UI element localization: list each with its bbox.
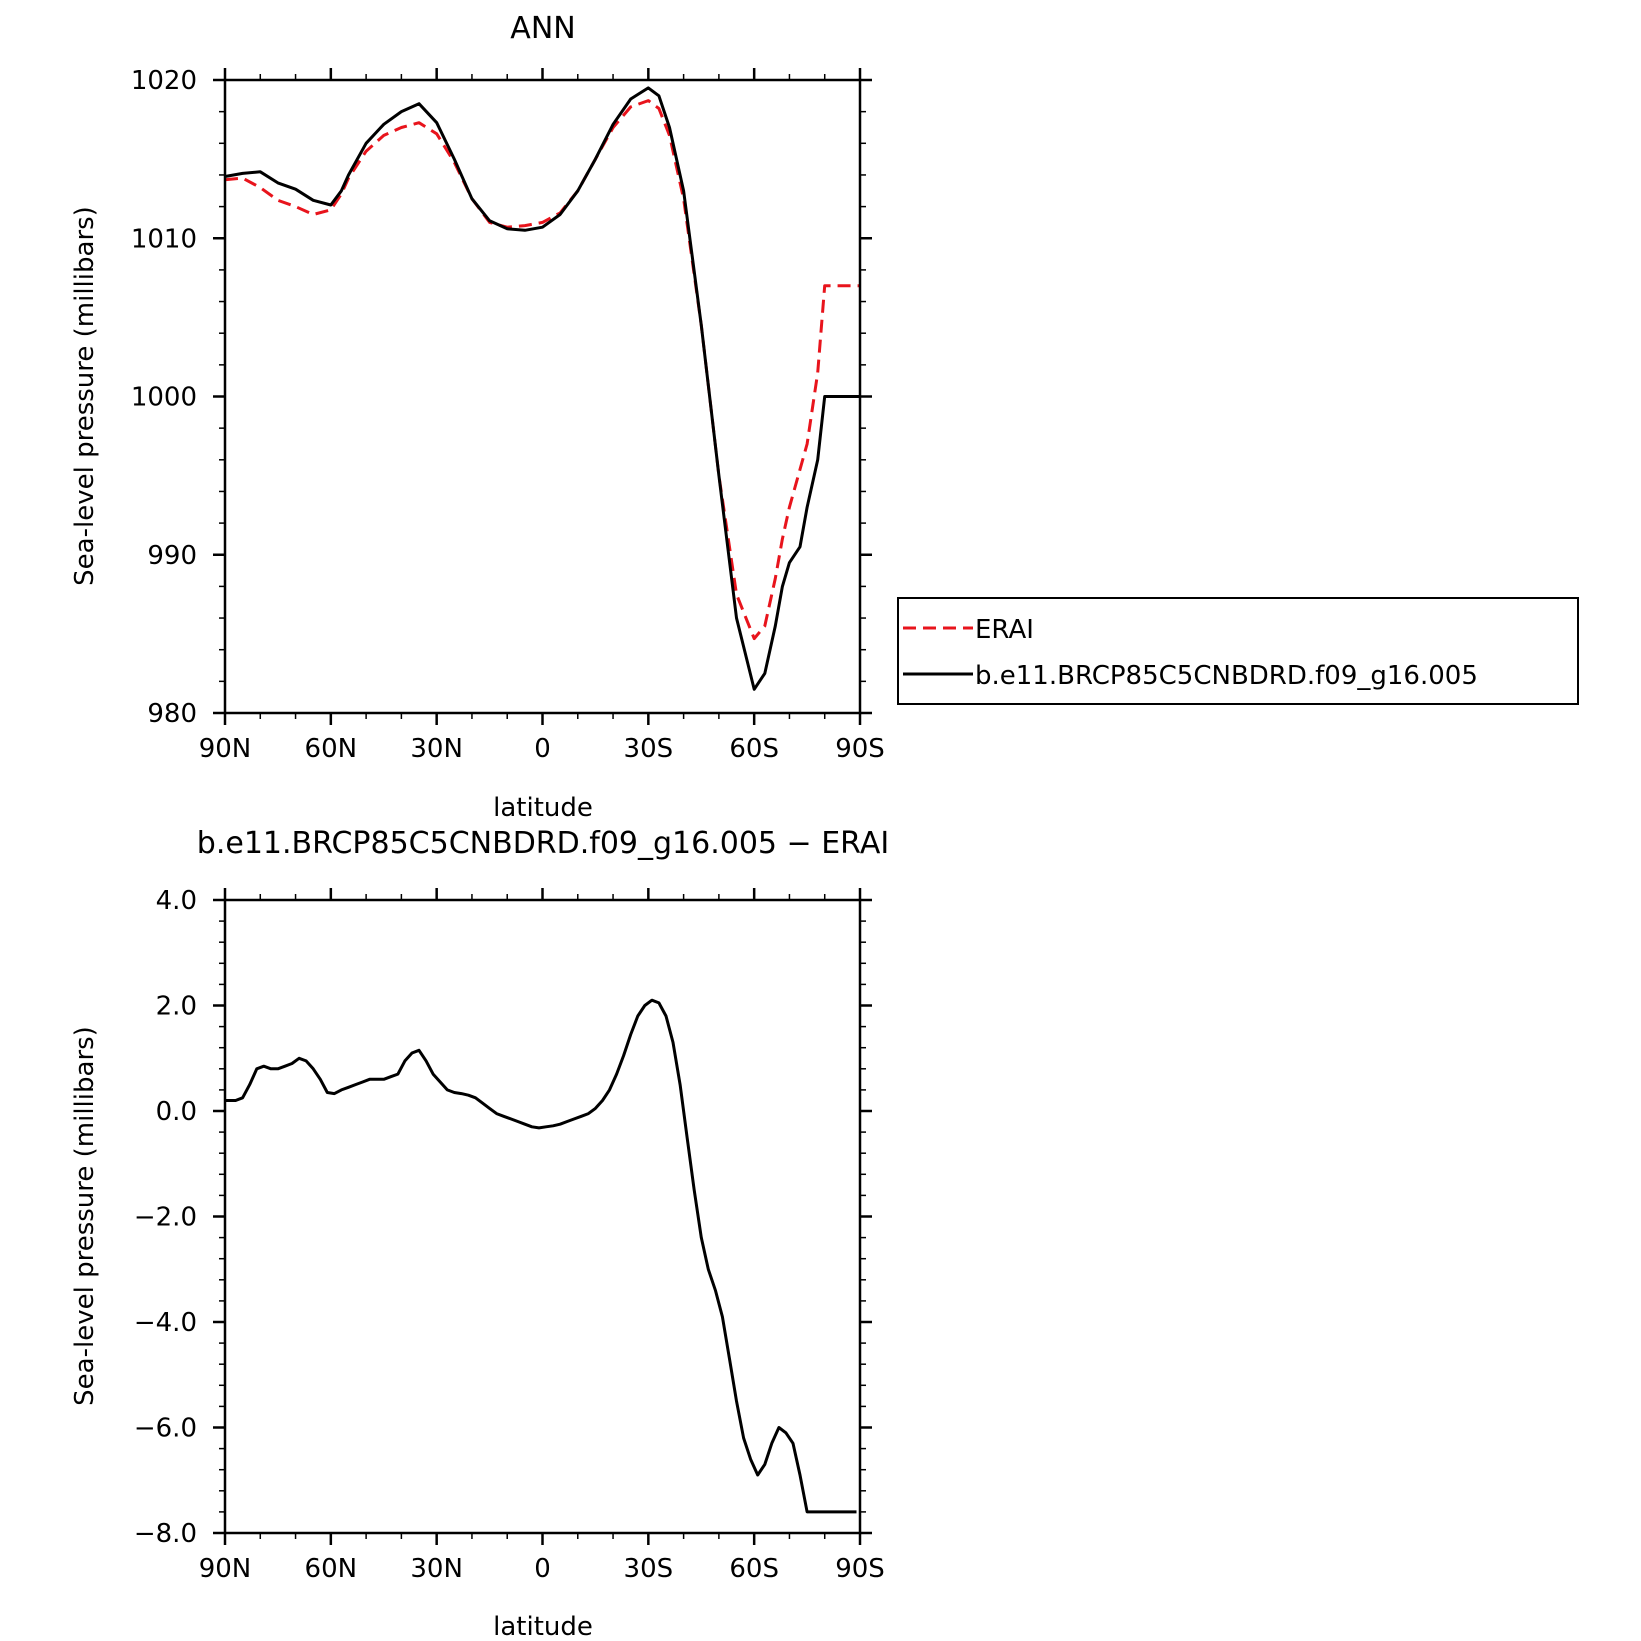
- top-panel: ANN 90N 60N 30N 0 30S 60S 90S 1020 1010 1000 990 98…: [70, 11, 885, 823]
- bottom-plot-frame: [223, 898, 862, 1535]
- top-series-line-erai: [224, 99, 860, 641]
- bottom-x-tick-label: 60S: [729, 1554, 779, 1584]
- top-x-tick-label: 0: [534, 734, 551, 764]
- legend-box: [897, 597, 1579, 705]
- bottom-y-tick-label: −6.0: [134, 1414, 197, 1444]
- top-x-axis-title: latitude: [493, 793, 593, 823]
- top-x-tick-label: 90N: [199, 734, 252, 764]
- top-x-tick-label: 60N: [305, 734, 358, 764]
- legend-label-erai: ERAI: [975, 615, 1034, 645]
- bottom-panel: b.e11.BRCP85C5CNBDRD.f09_g16.005 − ERAI …: [70, 826, 889, 1641]
- bottom-series-layer: [225, 998, 857, 1514]
- legend: ERAI b.e11.BRCP85C5CNBDRD.f09_g16.005: [897, 597, 1579, 705]
- top-series-line-b-e11-brcp85c5cnbdrd-f09-g16-005: [224, 86, 860, 691]
- bottom-axes: 90N 60N 30N 0 30S 60S 90S 4.0 2.0 0.0 −2.0 −4.0 −6.0…: [134, 886, 885, 1584]
- top-y-tick-label: 1010: [131, 224, 197, 254]
- bottom-series-line-difference: [225, 998, 857, 1514]
- top-axes: 90N 60N 30N 0 30S 60S 90S 1020 1010 1000 990 980: [131, 66, 885, 764]
- top-plot-frame: [223, 78, 862, 715]
- bottom-x-tick-label: 30N: [410, 1554, 463, 1584]
- bottom-y-tick-label: 2.0: [156, 992, 197, 1022]
- top-x-tick-label: 30S: [624, 734, 674, 764]
- top-y-tick-label: 1000: [131, 383, 197, 413]
- bottom-y-tick-label: −8.0: [134, 1519, 197, 1549]
- top-y-tick-label: 990: [147, 541, 197, 571]
- bottom-y-tick-label: −2.0: [134, 1203, 197, 1233]
- legend-label-model: b.e11.BRCP85C5CNBDRD.f09_g16.005: [975, 661, 1478, 691]
- top-y-tick-label: 980: [147, 699, 197, 729]
- bottom-x-tick-label: 90N: [199, 1554, 252, 1584]
- bottom-x-axis-title: latitude: [493, 1612, 593, 1641]
- top-series-layer: [224, 86, 860, 691]
- top-x-tick-label: 60S: [729, 734, 779, 764]
- bottom-chart-title: b.e11.BRCP85C5CNBDRD.f09_g16.005 − ERAI: [197, 826, 889, 861]
- bottom-x-tick-label: 30S: [624, 1554, 674, 1584]
- top-x-tick-label: 90S: [835, 734, 885, 764]
- top-y-tick-label: 1020: [131, 66, 197, 96]
- bottom-x-tick-label: 90S: [835, 1554, 885, 1584]
- top-y-axis-title: Sea-level pressure (millibars): [70, 206, 100, 586]
- bottom-y-axis-title: Sea-level pressure (millibars): [70, 1026, 100, 1406]
- bottom-y-tick-label: 0.0: [156, 1097, 197, 1127]
- top-chart-title: ANN: [510, 11, 575, 46]
- bottom-y-tick-label: −4.0: [134, 1308, 197, 1338]
- top-x-tick-label: 30N: [410, 734, 463, 764]
- bottom-x-tick-label: 0: [534, 1554, 551, 1584]
- bottom-y-tick-label: 4.0: [156, 886, 197, 916]
- bottom-x-tick-label: 60N: [305, 1554, 358, 1584]
